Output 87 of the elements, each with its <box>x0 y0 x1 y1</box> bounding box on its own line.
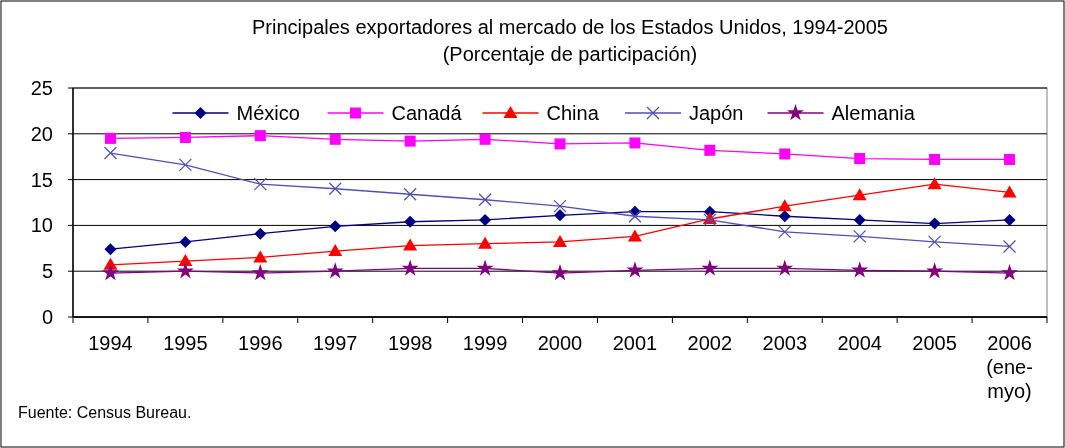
legend-label: Canadá <box>391 102 463 124</box>
point <box>401 259 419 276</box>
source-note: Fuente: Census Bureau. <box>18 404 192 421</box>
legend-label: China <box>546 102 600 124</box>
legend-label: Japón <box>689 102 744 124</box>
legend-label: México <box>236 102 300 124</box>
y-tick-label: 5 <box>41 260 53 283</box>
x-tick-label: 2000 <box>537 332 583 354</box>
point <box>328 182 342 196</box>
x-tick-label: 1995 <box>163 332 208 354</box>
point <box>776 259 794 276</box>
point <box>928 235 942 249</box>
point <box>178 254 193 267</box>
point <box>104 132 116 144</box>
point <box>929 153 941 165</box>
point <box>104 243 117 256</box>
x-tick-label: 2005 <box>912 332 957 354</box>
point <box>404 215 417 228</box>
x-tick-label: 1999 <box>462 332 508 354</box>
y-tick-label: 0 <box>41 306 53 328</box>
point <box>328 244 343 257</box>
point <box>777 199 792 212</box>
point <box>254 130 266 142</box>
point <box>551 264 569 281</box>
point <box>704 144 716 156</box>
x-tick-label: 1997 <box>312 332 358 354</box>
x-tick-label: 2001 <box>612 332 658 354</box>
point <box>479 133 491 145</box>
x-tick-label: 1996 <box>238 332 283 354</box>
point <box>778 210 791 223</box>
point <box>627 229 642 242</box>
point <box>101 264 119 281</box>
point <box>926 262 944 279</box>
point <box>403 187 417 201</box>
point <box>251 264 269 281</box>
point <box>626 261 644 278</box>
x-tick-label: 2003 <box>762 332 808 354</box>
point <box>329 133 341 145</box>
point <box>1002 185 1017 198</box>
x-tick-label: 2004 <box>837 332 882 354</box>
y-tick-label: 20 <box>30 122 53 145</box>
x-tick-label: 1998 <box>387 332 433 354</box>
point <box>103 146 118 160</box>
point <box>253 177 267 191</box>
y-tick-label: 10 <box>30 214 53 237</box>
point <box>851 261 869 278</box>
point <box>1004 153 1016 165</box>
point <box>779 148 791 160</box>
point <box>479 213 492 226</box>
point <box>701 259 719 276</box>
point <box>1002 239 1017 254</box>
point <box>927 177 942 190</box>
y-tick-label: 15 <box>30 168 53 191</box>
point <box>404 135 416 147</box>
legend-label: Alemania <box>831 102 916 124</box>
point <box>326 262 344 279</box>
point <box>553 199 567 213</box>
point <box>478 193 492 207</box>
point <box>179 131 191 143</box>
point <box>329 220 342 233</box>
y-tick-label: 25 <box>30 77 53 99</box>
point <box>553 234 567 247</box>
x-tick-label: 2002 <box>687 332 733 354</box>
chart-subtitle: (Porcentaje de participación) <box>442 43 698 65</box>
point <box>629 137 641 149</box>
point <box>554 138 566 150</box>
point <box>554 209 566 222</box>
point <box>928 217 941 230</box>
point <box>1003 213 1016 226</box>
point <box>478 236 493 249</box>
point <box>853 229 867 243</box>
point <box>179 235 192 248</box>
chart-title: Principales exportadores al mercado de los Estados Unidos, 1994-2005 <box>252 16 888 38</box>
point <box>254 227 267 240</box>
point <box>628 209 642 223</box>
point <box>476 259 494 276</box>
point <box>178 158 192 172</box>
point <box>853 213 866 226</box>
point <box>176 262 194 279</box>
point <box>778 225 792 239</box>
x-tick-label: 2006 (ene-myo) <box>986 332 1033 402</box>
point <box>1001 264 1019 281</box>
x-tick-label: 1994 <box>88 332 133 354</box>
point <box>852 188 867 201</box>
point <box>403 238 418 251</box>
point <box>854 153 866 165</box>
point <box>253 250 268 263</box>
